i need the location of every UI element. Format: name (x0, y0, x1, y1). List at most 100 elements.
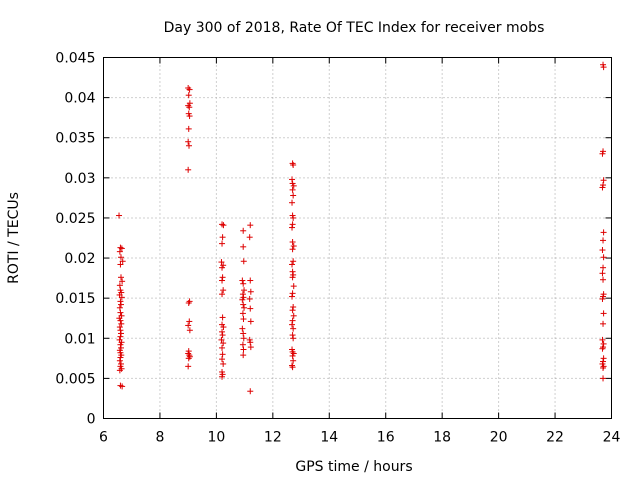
data-point (117, 330, 124, 337)
y-tick-label: 0.02 (64, 251, 95, 267)
data-point (219, 234, 226, 241)
x-axis-label: GPS time / hours (295, 459, 412, 475)
data-point (220, 340, 227, 347)
data-point (241, 287, 248, 294)
data-point (290, 161, 297, 168)
data-point (290, 258, 297, 265)
data-point (290, 303, 297, 310)
data-point (118, 245, 125, 252)
data-point (117, 254, 124, 261)
data-point (117, 309, 124, 316)
data-point (600, 320, 607, 327)
data-point (240, 330, 247, 337)
grid-lines (103, 57, 612, 419)
data-point (290, 182, 297, 189)
data-point (289, 224, 296, 231)
data-point (186, 113, 193, 120)
data-point (117, 261, 124, 268)
x-tick-label: 20 (490, 430, 508, 446)
data-point (289, 221, 296, 228)
data-point (290, 243, 297, 250)
data-point (185, 299, 192, 306)
data-point (118, 294, 125, 301)
data-point (289, 321, 296, 328)
y-tick-label: 0.015 (55, 291, 95, 307)
data-point (186, 104, 193, 111)
data-point (219, 314, 226, 321)
data-point (600, 355, 607, 362)
data-point (186, 318, 193, 325)
data-point (118, 320, 125, 327)
y-axis-label: ROTI / TECUs (6, 192, 22, 284)
data-point (246, 295, 253, 302)
data-point (599, 247, 606, 254)
data-point (116, 357, 123, 364)
data-point (239, 291, 246, 298)
data-point (240, 316, 247, 323)
data-point (219, 328, 226, 335)
data-point (246, 234, 253, 241)
data-point (247, 305, 254, 312)
data-point (117, 354, 124, 361)
data-point (289, 261, 296, 268)
plot-frame (103, 57, 612, 419)
data-point (186, 86, 193, 93)
data-point (599, 270, 606, 277)
data-point (289, 317, 296, 324)
y-tick-label: 0.005 (55, 371, 95, 387)
data-point (240, 258, 247, 265)
data-point (247, 288, 254, 295)
data-point (289, 352, 296, 359)
data-point (290, 283, 297, 290)
data-point (290, 357, 297, 364)
data-point (116, 367, 123, 374)
data-point (239, 277, 246, 284)
data-point (185, 92, 192, 99)
x-tick-label: 18 (433, 430, 451, 446)
data-point (600, 229, 607, 236)
data-point (240, 301, 247, 308)
data-point (240, 243, 247, 250)
data-point (600, 264, 607, 271)
data-point (117, 333, 124, 340)
data-point (218, 259, 225, 266)
chart-title: Day 300 of 2018, Rate Of TEC Index for r… (164, 20, 545, 36)
data-point (239, 325, 246, 332)
x-tick-label: 8 (155, 430, 164, 446)
data-point (185, 355, 192, 362)
data-point (240, 335, 247, 342)
data-point (240, 227, 247, 234)
data-point (289, 239, 296, 246)
y-tick-label: 0.035 (55, 131, 95, 147)
data-point (600, 64, 607, 71)
data-point (185, 363, 192, 370)
data-point (116, 304, 123, 311)
data-point (600, 276, 607, 283)
data-point (116, 282, 123, 289)
data-point (289, 307, 296, 314)
data-point (599, 184, 606, 191)
data-point (218, 336, 225, 343)
data-point (219, 274, 226, 281)
data-point (219, 332, 226, 339)
data-point (599, 150, 606, 157)
data-point (185, 166, 192, 173)
data-point (219, 356, 226, 363)
x-tick-label: 10 (207, 430, 225, 446)
data-point (247, 388, 254, 395)
y-axis-ticks: 0 0.005 0.01 0.015 0.02 0.025 0.03 0.035 0.04 0.0… (55, 51, 612, 428)
data-point (247, 277, 254, 284)
data-point (600, 177, 607, 184)
data-point (239, 341, 246, 348)
data-point (600, 375, 607, 382)
data-point (289, 176, 296, 183)
data-point (219, 264, 226, 271)
data-point (240, 346, 247, 353)
data-point (185, 322, 192, 329)
x-tick-label: 6 (99, 430, 108, 446)
y-tick-label: 0.01 (64, 331, 95, 347)
data-point (290, 214, 297, 221)
data-point (119, 383, 126, 390)
data-point (116, 212, 123, 219)
